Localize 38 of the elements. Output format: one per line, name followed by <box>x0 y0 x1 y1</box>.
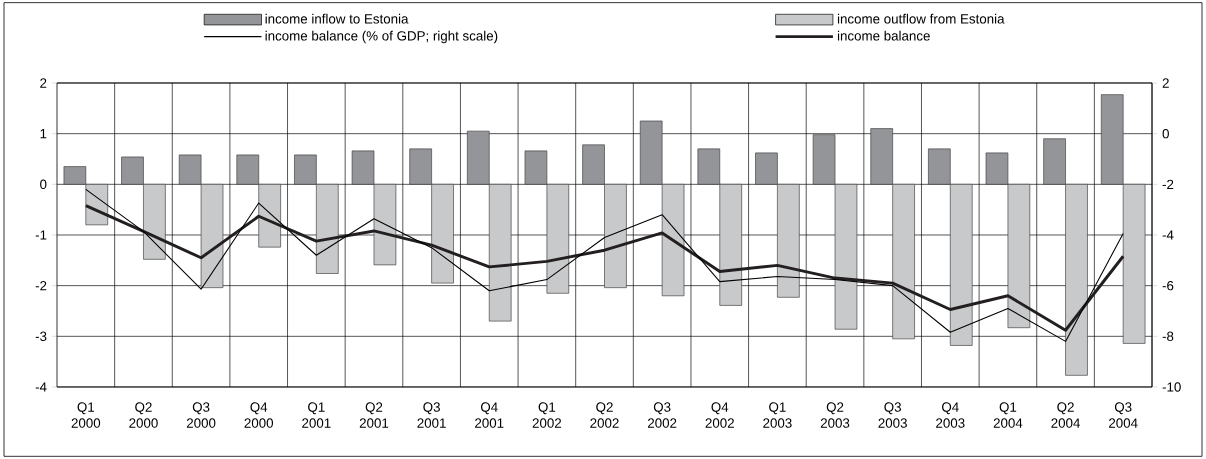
y-tick-label: -3 <box>35 331 47 342</box>
y-tick-label: 1 <box>40 129 47 139</box>
legend-label: income balance (% of GDP; right scale) <box>265 30 498 44</box>
y2-tick-label: -10 <box>1162 382 1181 392</box>
x-tick-label: Q4 2000 <box>244 402 274 428</box>
legend-label: income balance <box>837 30 930 41</box>
y2-tick-label: 2 <box>1162 78 1169 88</box>
x-tick-label: Q1 2001 <box>302 402 331 428</box>
y-tick-label: -1 <box>35 230 47 240</box>
line-series <box>84 204 1125 332</box>
x-tick-label: Q3 2001 <box>417 402 446 428</box>
y-tick-label: 0 <box>40 179 47 190</box>
x-tick-label: Q3 2000 <box>186 402 216 428</box>
legend-label: income outflow from Estonia <box>837 13 1005 24</box>
x-tick-label: Q1 2002 <box>532 402 562 428</box>
x-tick-label: Q3 2003 <box>878 402 907 428</box>
x-tick-label: Q3 2004 <box>1109 402 1138 428</box>
x-tick-label: Q1 2003 <box>763 402 792 428</box>
x-tick-label: Q4 2002 <box>705 402 734 428</box>
x-tick-label: Q1 2000 <box>71 402 101 428</box>
x-tick-label: Q1 2004 <box>993 402 1023 428</box>
x-tick-label: Q4 2001 <box>475 402 504 428</box>
x-tick-label: Q2 2003 <box>820 402 850 428</box>
y2-tick-label: 0 <box>1162 128 1169 139</box>
x-tick-label: Q2 2004 <box>1051 402 1080 428</box>
x-tick-label: Q2 2000 <box>129 402 158 428</box>
y-tick-label: -2 <box>35 281 47 291</box>
y2-tick-label: -4 <box>1162 230 1174 240</box>
x-tick-label: Q3 2002 <box>647 402 677 428</box>
x-tick-label: Q2 2001 <box>359 402 389 428</box>
legend-label: income inflow to Estonia <box>265 13 409 24</box>
x-tick-label: Q2 2002 <box>590 402 619 428</box>
y-tick-label: 2 <box>40 78 47 88</box>
y2-tick-label: -6 <box>1162 280 1174 291</box>
y2-tick-label: -2 <box>1162 179 1174 189</box>
x-tick-label: Q4 2003 <box>936 402 965 428</box>
y2-tick-label: -8 <box>1162 331 1174 342</box>
y-tick-label: -4 <box>35 382 47 392</box>
